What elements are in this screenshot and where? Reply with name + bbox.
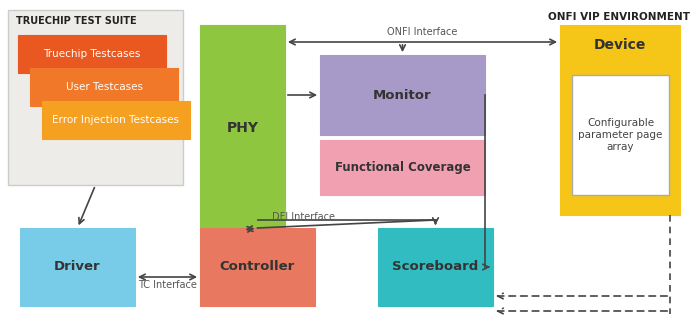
Bar bbox=[560, 25, 680, 215]
Bar bbox=[572, 75, 669, 195]
Text: Driver: Driver bbox=[54, 260, 101, 273]
Bar bbox=[8, 10, 183, 185]
Text: ONFI VIP ENVIRONMENT: ONFI VIP ENVIRONMENT bbox=[548, 12, 690, 22]
Bar bbox=[20, 228, 135, 306]
Bar bbox=[200, 25, 285, 230]
Text: Controller: Controller bbox=[220, 260, 295, 273]
Bar bbox=[320, 55, 485, 135]
Text: ONFI Interface: ONFI Interface bbox=[387, 27, 458, 37]
Text: Configurable
parameter page
array: Configurable parameter page array bbox=[578, 118, 663, 152]
Text: User Testcases: User Testcases bbox=[66, 82, 143, 92]
Text: Functional Coverage: Functional Coverage bbox=[335, 161, 470, 174]
Bar bbox=[30, 68, 178, 106]
Text: Truechip Testcases: Truechip Testcases bbox=[43, 49, 141, 59]
Text: Monitor: Monitor bbox=[373, 89, 432, 101]
Text: TC Interface: TC Interface bbox=[138, 280, 197, 290]
Bar bbox=[42, 101, 190, 139]
Text: PHY: PHY bbox=[227, 120, 258, 135]
Text: TRUECHIP TEST SUITE: TRUECHIP TEST SUITE bbox=[16, 16, 136, 26]
Bar bbox=[18, 35, 166, 73]
Text: Device: Device bbox=[594, 37, 646, 52]
Text: Scoreboard: Scoreboard bbox=[393, 260, 479, 273]
Bar bbox=[320, 140, 485, 195]
Bar bbox=[378, 228, 493, 306]
Bar bbox=[200, 228, 315, 306]
Text: DFI Interface: DFI Interface bbox=[272, 212, 335, 222]
Text: Error Injection Testcases: Error Injection Testcases bbox=[52, 115, 179, 125]
